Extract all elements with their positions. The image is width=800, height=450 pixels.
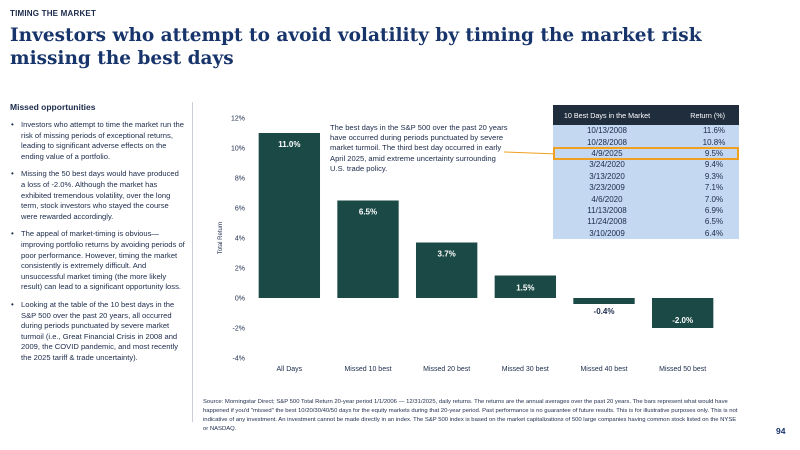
section-title: Missed opportunities [10,102,96,112]
y-tick-label: -4% [233,356,245,363]
data-label: 3.7% [438,250,456,259]
table-body: 10/13/2008 11.6% 10/28/2008 10.8% 4/9/2025 9.… [553,125,739,239]
table-cell-return: 6.5% [661,216,739,228]
table-cell-return: 9.5% [661,147,739,160]
left-column: Missed opportunities Investors who attem… [10,102,185,370]
eyebrow-label: TIMING THE MARKET [10,9,97,18]
table-header-return: Return (%) [661,105,739,125]
table-cell-date: 3/24/2020 [553,159,661,171]
y-tick-label: 0% [235,296,245,303]
table-row: 3/24/2020 9.4% [553,159,739,171]
table-cell-date: 3/13/2020 [553,170,661,182]
best-days-table: 10 Best Days in the Market Return (%) 10… [553,105,739,239]
bar [415,242,478,298]
table-cell-date: 4/9/2025 [553,147,661,160]
table-cell-return: 9.3% [661,170,739,182]
table-cell-return: 6.9% [661,204,739,217]
y-tick-label: 4% [235,236,245,243]
table-cell-date: 3/23/2009 [553,181,661,194]
bar-chart: -4% -2% 0% 2% 4% 6% 8% 10% 12% Total Return 11.0% A… [218,116,714,373]
table-row: 11/13/2008 6.9% [553,204,739,217]
bar [494,275,557,298]
y-tick-label: 6% [235,206,245,213]
table-row: 4/9/2025 9.5% [553,147,739,160]
y-tick-label: 10% [231,146,245,153]
table-row: 3/10/2009 6.4% [553,227,739,239]
table-cell-date: 4/6/2020 [553,193,661,205]
bullet-item: Looking at the table of the 10 best days… [10,300,185,364]
table-cell-date: 11/13/2008 [553,204,661,217]
table-header-date: 10 Best Days in the Market [553,105,661,125]
table-cell-return: 6.4% [661,227,739,239]
bar [651,298,714,328]
data-label: -2.0% [672,316,693,325]
table-row: 3/13/2020 9.3% [553,170,739,182]
x-tick-label: Missed 40 best [580,366,627,373]
table-cell-return: 7.1% [661,181,739,194]
bar [337,200,399,298]
y-tick-label: 2% [235,266,245,273]
bar [258,133,321,298]
chart-annotation: The best days in the S&P 500 over the pa… [330,123,508,173]
data-label: -0.4% [594,307,615,316]
x-tick-label: All Days [276,366,302,373]
bar [573,298,635,304]
table-cell-return: 9.4% [661,159,739,171]
table-row: 4/6/2020 7.0% [553,193,739,205]
table-cell-return: 10.8% [661,136,739,148]
table-row: 11/24/2008 6.5% [553,216,739,228]
table-cell-date: 11/24/2008 [553,216,661,228]
bullet-item: The appeal of market-timing is obvious—i… [10,229,185,293]
y-tick-label: -2% [233,326,245,333]
x-tick-label: Missed 10 best [344,366,391,373]
x-tick-label: Missed 20 best [423,366,470,373]
y-axis-label: Total Return [218,222,224,254]
column-divider [192,102,193,422]
table-cell-date: 3/10/2009 [553,227,661,239]
y-tick-label: 8% [235,176,245,183]
bullet-list: Investors who attempt to time the market… [10,120,185,363]
table-row: 10/13/2008 11.6% [553,125,739,137]
page-number: 94 [776,426,786,436]
page-title: Investors who attempt to avoid volatilit… [10,25,702,69]
data-label: 1.5% [516,283,534,292]
data-label: 6.5% [359,208,377,217]
y-tick-label: 12% [231,116,245,123]
x-tick-label: Missed 30 best [502,366,549,373]
annotation-connector [503,151,559,155]
table-cell-return: 7.0% [661,193,739,205]
data-label: 11.0% [278,140,300,149]
x-tick-label: Missed 50 best [659,366,706,373]
bullet-item: Investors who attempt to time the market… [10,120,185,162]
table-cell-date: 10/28/2008 [553,136,661,148]
highlight-box [553,147,739,160]
source-note: Source: Morningstar Direct; S&P 500 Tota… [203,399,738,432]
table-row: 10/28/2008 10.8% [553,136,739,148]
bullet-item: Missing the 50 best days would have prod… [10,169,185,222]
table-cell-return: 11.6% [661,125,739,137]
table-row: 3/23/2009 7.1% [553,181,739,194]
table-cell-date: 10/13/2008 [553,125,661,137]
